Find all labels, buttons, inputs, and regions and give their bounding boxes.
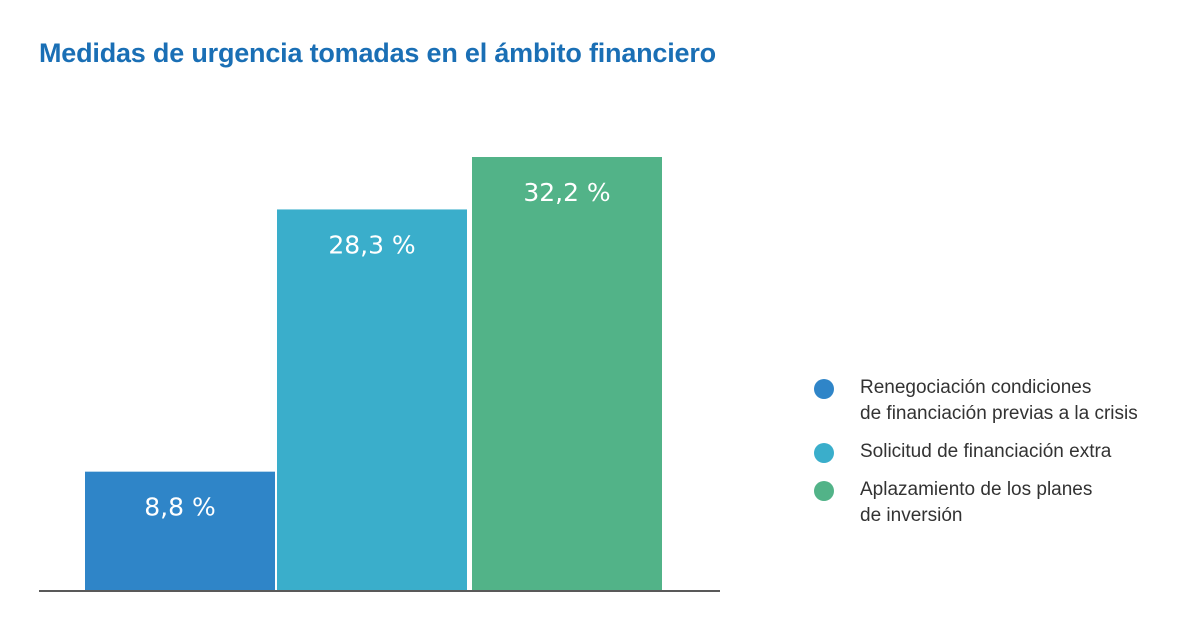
legend-label: Solicitud de financiación extra: [860, 441, 1112, 462]
legend-item: Solicitud de financiación extra: [814, 439, 1184, 465]
bar: [85, 471, 275, 590]
bar: [472, 157, 662, 590]
chart-title: Medidas de urgencia tomadas en el ámbito…: [39, 38, 716, 68]
legend-label: Renegociación condiciones de financiació…: [860, 377, 1138, 424]
bar-value-label: 8,8 %: [144, 493, 215, 522]
bar-value-label: 32,2 %: [523, 178, 610, 207]
legend-item: Aplazamiento de los planes de inversión: [814, 477, 1184, 529]
legend-marker: [814, 481, 834, 501]
bar-value-label: 28,3 %: [328, 230, 415, 259]
legend-item: Renegociación condiciones de financiació…: [814, 375, 1184, 427]
legend-marker: [814, 379, 834, 399]
legend-label: Aplazamiento de los planes de inversión: [860, 479, 1093, 526]
legend: Renegociación condiciones de financiació…: [814, 375, 1184, 541]
bar: [277, 209, 467, 590]
legend-marker: [814, 443, 834, 463]
